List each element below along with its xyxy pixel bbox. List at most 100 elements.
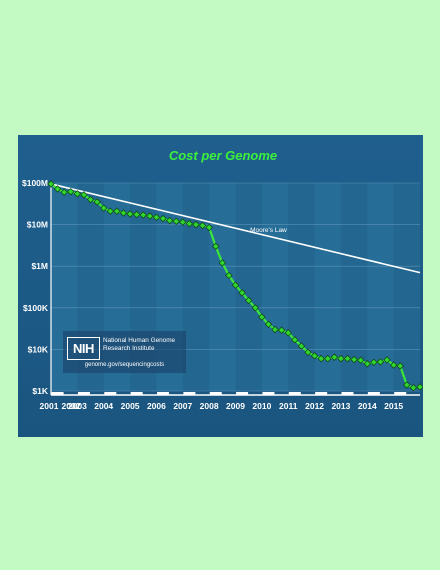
data-point xyxy=(383,356,391,364)
data-point xyxy=(396,362,404,370)
y-tick-label: $10K xyxy=(28,344,49,354)
x-tick-mark xyxy=(315,392,328,395)
data-point xyxy=(251,304,259,312)
data-point xyxy=(317,354,325,363)
data-point xyxy=(172,217,180,226)
x-tick-mark xyxy=(209,392,222,395)
y-tick-label: $100M xyxy=(22,178,48,188)
data-point xyxy=(100,204,108,212)
data-point xyxy=(106,207,114,215)
data-point xyxy=(389,361,398,369)
x-tick-mark xyxy=(341,392,354,395)
x-tick-label: 2006 xyxy=(147,401,166,411)
year-band xyxy=(209,183,236,391)
data-point xyxy=(139,211,147,219)
nih-logo-box: NIH National Human Genome Research Insti… xyxy=(63,331,186,373)
x-tick-label: 2012 xyxy=(305,401,324,411)
data-point xyxy=(205,223,213,232)
data-point xyxy=(264,320,273,329)
data-point xyxy=(60,188,68,196)
data-point xyxy=(343,354,352,363)
x-tick-label: 2014 xyxy=(358,401,377,411)
data-point xyxy=(146,212,154,220)
data-point xyxy=(357,356,365,364)
data-point xyxy=(179,218,187,226)
data-point xyxy=(86,195,95,204)
x-tick-mark xyxy=(77,392,90,395)
data-point xyxy=(304,348,312,357)
x-tick-mark xyxy=(394,392,407,395)
data-point xyxy=(126,210,134,218)
data-point xyxy=(192,220,200,229)
chart-svg: Cost per Genome $100M $10M $1M $100K $10K $1K… xyxy=(22,148,423,411)
data-point xyxy=(73,190,82,198)
moores-law-label: Moore's Law xyxy=(250,227,287,234)
data-point xyxy=(212,242,220,251)
x-tick-label: 2011 xyxy=(279,401,298,411)
data-point xyxy=(225,271,233,280)
nih-institute-name: National Human Genome Research Institute xyxy=(103,337,176,352)
x-tick-mark xyxy=(104,392,117,395)
data-point xyxy=(258,313,266,321)
data-point xyxy=(159,214,167,223)
y-tick-label: $100K xyxy=(23,303,49,313)
data-point xyxy=(132,210,141,219)
moores-law-line xyxy=(50,183,421,274)
data-point xyxy=(337,354,345,363)
data-point xyxy=(297,342,306,350)
x-tick-mark xyxy=(51,392,64,395)
x-tick-mark xyxy=(236,392,249,395)
data-point xyxy=(152,213,161,221)
nih-logo-mark: NIH xyxy=(67,337,100,360)
data-point xyxy=(403,381,411,389)
x-tick-label: 2005 xyxy=(121,401,140,411)
data-point xyxy=(284,329,292,337)
chart-panel: Cost per Genome $100M $10M $1M $100K $10K $1K… xyxy=(18,135,423,437)
data-point xyxy=(271,325,279,334)
x-tick-label: 2013 xyxy=(331,401,350,411)
annotation-layer: Moore's Law xyxy=(250,227,287,234)
chart-title: Cost per Genome xyxy=(169,148,277,163)
data-point xyxy=(291,336,299,344)
data-point xyxy=(350,355,358,364)
x-tick-mark xyxy=(157,392,170,395)
x-tick-mark xyxy=(288,392,301,395)
x-tick-label: 2008 xyxy=(200,401,219,411)
year-band xyxy=(261,183,289,391)
y-tick-label: $1K xyxy=(32,386,48,396)
x-tick-label: 2015 xyxy=(384,401,403,411)
x-tick-mark xyxy=(262,392,275,395)
data-point xyxy=(119,209,128,217)
data-point xyxy=(330,353,339,361)
data-point xyxy=(363,360,371,368)
data-point xyxy=(53,185,62,193)
data-point xyxy=(416,383,423,391)
x-tick-label: 2009 xyxy=(226,401,245,411)
data-point xyxy=(409,384,418,392)
x-tick-label: 2010 xyxy=(252,401,271,411)
y-tick-label: $10M xyxy=(27,220,48,230)
data-point xyxy=(218,259,227,267)
data-point xyxy=(376,358,385,366)
data-point xyxy=(310,352,319,360)
x-tick-label: 2002 xyxy=(62,401,81,411)
data-point xyxy=(47,180,55,188)
data-point xyxy=(198,221,207,230)
data-point xyxy=(370,358,378,366)
data-point xyxy=(113,207,121,215)
y-axis: $100M $10M $1M $100K $10K $1K xyxy=(22,178,49,396)
data-point xyxy=(238,289,246,297)
year-band xyxy=(367,183,394,391)
data-point xyxy=(165,216,174,225)
data-point xyxy=(231,281,240,289)
data-point xyxy=(67,187,75,196)
series-layer xyxy=(47,180,423,392)
x-tick-mark xyxy=(130,392,143,395)
data-point xyxy=(80,191,88,199)
data-point xyxy=(277,326,286,334)
data-point xyxy=(93,198,101,206)
x-tick-label: 2001 xyxy=(40,401,59,411)
sequencing-costs-url: genome.gov/sequencingcosts xyxy=(84,362,165,368)
data-point xyxy=(244,296,253,305)
